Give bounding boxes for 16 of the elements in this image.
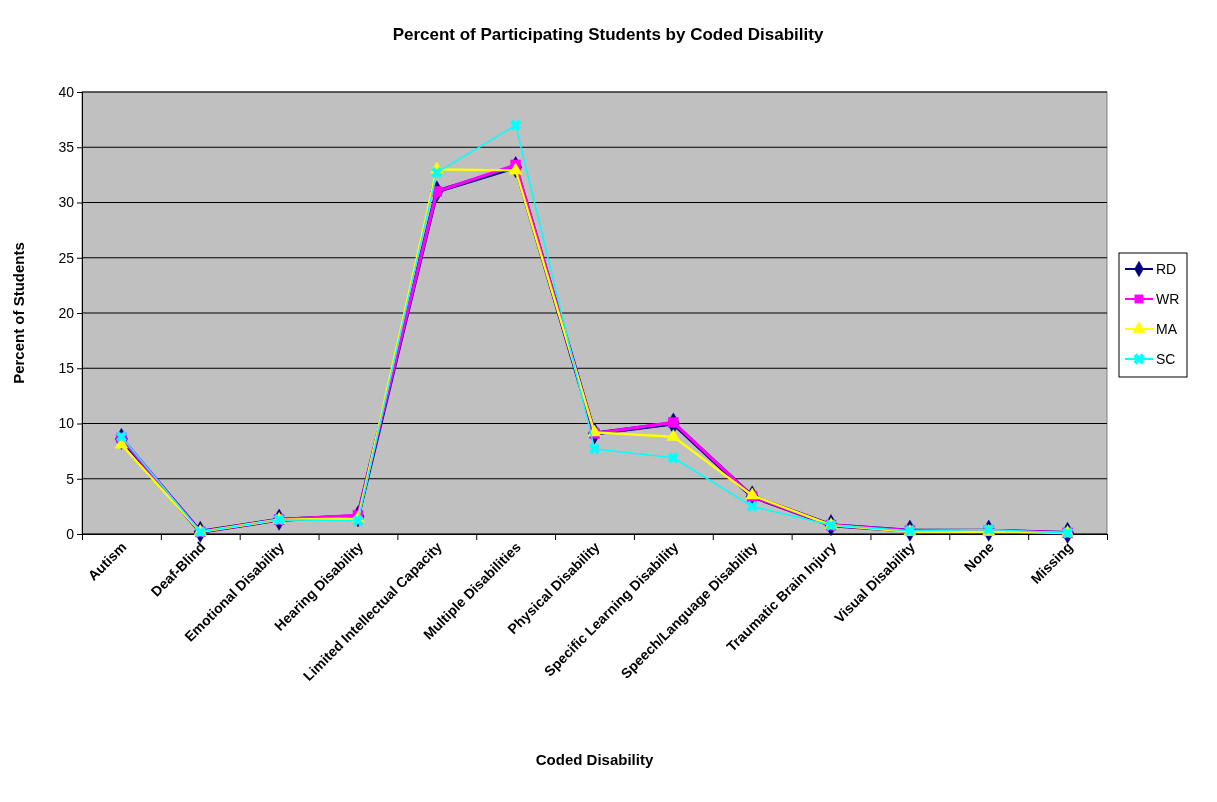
chart-title: Percent of Participating Students by Coded Disability (392, 25, 824, 44)
legend-label: RD (1156, 261, 1177, 277)
legend-label: MA (1156, 321, 1178, 337)
y-tick-label: 25 (58, 249, 75, 266)
y-tick-label: 0 (66, 525, 75, 542)
y-axis-title: Percent of Students (10, 242, 27, 384)
y-tick-label: 35 (58, 139, 75, 156)
y-tick-label: 30 (58, 194, 75, 211)
y-tick-label: 10 (58, 415, 75, 432)
legend-label: WR (1156, 291, 1180, 307)
y-tick-label: 5 (66, 470, 75, 487)
y-tick-label: 20 (58, 304, 75, 321)
x-axis-title: Coded Disability (535, 751, 654, 768)
legend-label: SC (1156, 351, 1176, 367)
y-tick-label: 15 (58, 360, 75, 377)
y-tick-label: 40 (58, 83, 75, 100)
